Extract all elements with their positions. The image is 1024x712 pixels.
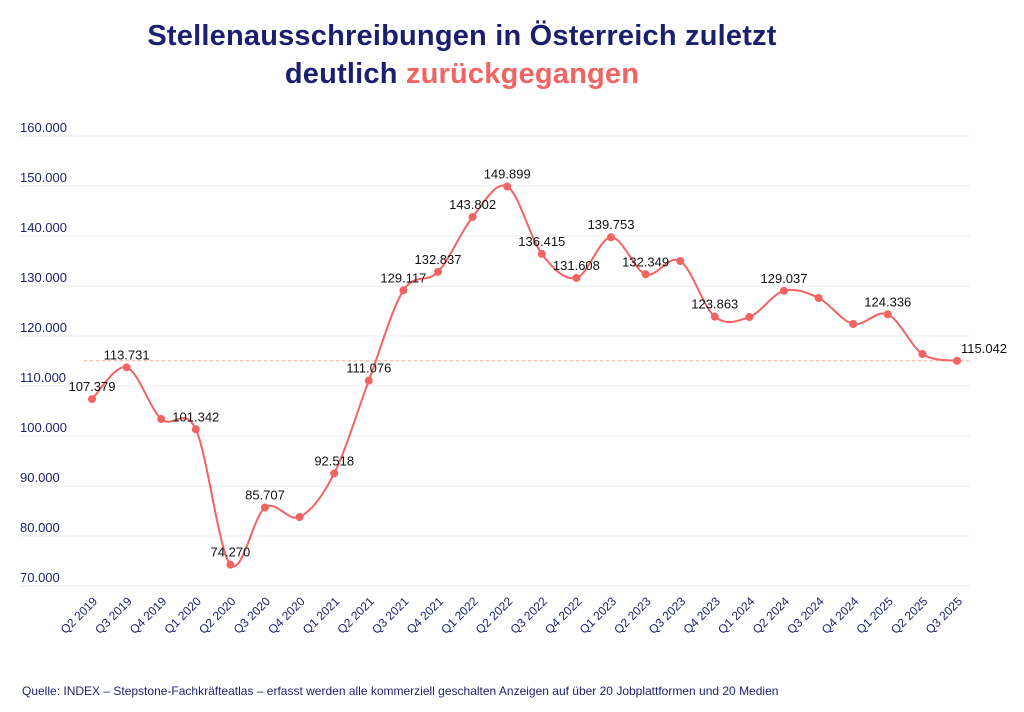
x-tick-label: Q1 2020 [161, 594, 204, 637]
data-label: 132.837 [415, 252, 462, 267]
data-label: 132.349 [622, 254, 669, 269]
x-tick-label: Q4 2024 [819, 594, 862, 637]
data-label: 111.076 [346, 361, 391, 376]
data-label: 74.270 [211, 545, 251, 560]
data-label: 129.037 [761, 271, 808, 286]
title-accent: zurückgegangen [405, 58, 640, 90]
y-tick-label: 140.000 [20, 220, 67, 235]
data-label: 101.342 [172, 409, 219, 424]
data-point [953, 356, 961, 365]
x-tick-label: Q1 2024 [715, 594, 758, 637]
data-point [434, 267, 442, 276]
y-tick-label: 110.000 [20, 370, 66, 385]
data-label: 136.415 [518, 234, 565, 249]
x-tick-label: Q2 2019 [58, 594, 101, 637]
x-tick-label: Q3 2025 [923, 594, 966, 637]
data-point [261, 503, 269, 512]
x-tick-label: Q2 2022 [473, 594, 516, 637]
data-point [399, 286, 408, 295]
x-tick-label: Q2 2023 [611, 594, 654, 637]
title-prefix: deutlich [284, 58, 398, 90]
data-point [883, 310, 892, 319]
data-label: 131.608 [553, 258, 600, 273]
y-tick-label: 100.000 [20, 420, 67, 435]
data-label: 107.379 [69, 379, 116, 394]
data-point [537, 249, 546, 258]
data-point [122, 363, 131, 372]
data-point [330, 469, 339, 478]
data-point [780, 286, 788, 295]
y-tick-label: 120.000 [20, 320, 67, 335]
x-tick-label: Q1 2025 [853, 594, 896, 637]
data-point [295, 513, 304, 521]
source-note: Quelle: INDEX – Stepstone-Fachkräfteatla… [22, 684, 779, 698]
x-tick-label: Q3 2022 [507, 594, 550, 637]
x-tick-label: Q2 2024 [750, 594, 793, 637]
chart-title-line2: deutlich zurückgegangen [0, 58, 924, 91]
data-label: 139.753 [588, 217, 635, 232]
x-tick-label: Q3 2023 [646, 594, 689, 637]
data-label: 129.117 [380, 270, 426, 285]
data-point [641, 270, 650, 279]
data-label: 85.707 [245, 487, 285, 502]
chart-title-line1: Stellenausschreibungen in Österreich zul… [147, 20, 777, 52]
x-tick-label: Q3 2024 [784, 594, 827, 637]
data-label: 92.518 [314, 453, 354, 468]
data-point [607, 233, 615, 242]
x-tick-label: Q4 2019 [127, 594, 170, 637]
x-tick-label: Q3 2020 [231, 594, 274, 637]
data-label: 149.899 [484, 167, 531, 182]
data-point [745, 313, 754, 321]
data-point [572, 273, 581, 282]
y-tick-label: 70.000 [20, 570, 60, 585]
data-label: 143.802 [449, 197, 496, 212]
data-label: 124.336 [864, 294, 911, 309]
data-point [710, 312, 719, 321]
data-label: 123.863 [691, 297, 738, 312]
data-point [814, 294, 823, 302]
data-label: 115.042 [961, 341, 1007, 356]
data-point [157, 415, 166, 423]
x-tick-label: Q4 2022 [542, 594, 585, 637]
x-tick-label: Q4 2023 [680, 594, 723, 637]
y-tick-label: 90.000 [20, 470, 60, 485]
x-tick-label: Q4 2020 [265, 594, 308, 637]
x-tick-label: Q1 2023 [577, 594, 620, 637]
data-point [88, 395, 96, 404]
y-tick-label: 160.000 [20, 120, 67, 135]
y-tick-label: 80.000 [20, 520, 60, 535]
data-label: 113.731 [104, 347, 150, 362]
x-tick-label: Q1 2021 [300, 594, 343, 637]
y-tick-label: 150.000 [20, 170, 67, 185]
data-point [918, 350, 927, 358]
y-tick-label: 130.000 [20, 270, 67, 285]
x-tick-label: Q2 2021 [334, 594, 377, 637]
data-point [364, 376, 373, 385]
data-point [503, 182, 512, 191]
x-tick-label: Q4 2021 [404, 594, 447, 637]
data-point [468, 212, 477, 221]
x-tick-label: Q3 2021 [369, 594, 412, 637]
data-point [226, 560, 235, 569]
data-point [676, 257, 685, 265]
x-tick-label: Q2 2025 [888, 594, 931, 637]
data-point [191, 425, 200, 434]
x-tick-label: Q1 2022 [438, 594, 481, 637]
data-point [849, 320, 858, 328]
x-tick-label: Q2 2020 [196, 594, 239, 637]
x-tick-label: Q3 2019 [92, 594, 135, 637]
